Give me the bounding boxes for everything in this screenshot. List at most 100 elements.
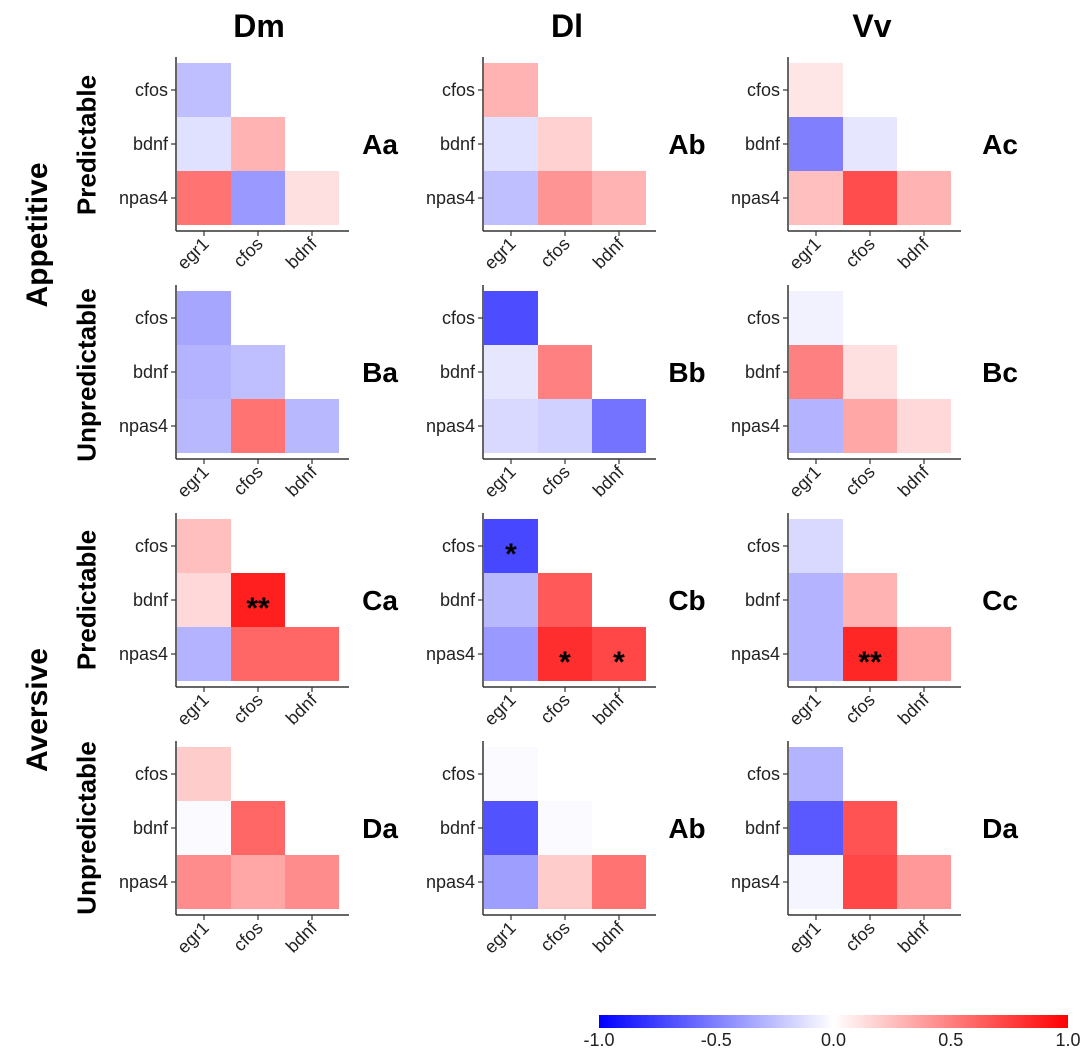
- panel-11-x-tick-label: egr1: [480, 918, 520, 958]
- panel-2-y-tick-label: npas4: [426, 188, 475, 208]
- panel-1-y-tick-label: cfos: [135, 80, 168, 100]
- panel-4-y-tick-label: npas4: [119, 416, 168, 436]
- panel-3-cell: [789, 63, 843, 117]
- colorbar-tick-label: 1.0: [1055, 1030, 1080, 1050]
- panel-9-significance-mark: **: [858, 646, 882, 679]
- panel-9-cell: [789, 573, 843, 627]
- panel-7-cell: [285, 627, 339, 681]
- panel-6-cell: [789, 291, 843, 345]
- panel-2-cell: [538, 117, 592, 171]
- panel-10-x-tick-label: cfos: [229, 918, 266, 955]
- panel-2-cell: [538, 171, 592, 225]
- panel-7-y-tick-label: bdnf: [133, 590, 169, 610]
- panel-1-cell: [177, 63, 231, 117]
- panel-12-x-tick-label: egr1: [785, 918, 825, 958]
- panel-3-y-tick-label: cfos: [747, 80, 780, 100]
- panel-12-cell: [843, 801, 897, 855]
- panel-4-cell: [285, 399, 339, 453]
- panel-7-x-tick-label: egr1: [173, 690, 213, 730]
- colorbar-tick-label: 0.0: [821, 1030, 846, 1050]
- panel-5-label: Bb: [668, 357, 705, 388]
- panel-8-cell: [538, 573, 592, 627]
- panel-11-label: Ab: [668, 813, 705, 844]
- panel-5-cell: [484, 291, 538, 345]
- panel-8-cell: [484, 627, 538, 681]
- panel-2-cell: [592, 171, 646, 225]
- panel-9-cell: [789, 627, 843, 681]
- panel-7-cell: [177, 627, 231, 681]
- panel-6-x-tick-label: bdnf: [894, 461, 934, 501]
- panel-11-cell: [538, 801, 592, 855]
- panel-8-x-tick-label: cfos: [536, 690, 573, 727]
- panel-2-label: Ab: [668, 129, 705, 160]
- panel-6-y-tick-label: bdnf: [745, 362, 781, 382]
- col-title-dm: Dm: [233, 8, 285, 44]
- panel-8-cell: [484, 573, 538, 627]
- panel-11-y-tick-label: cfos: [442, 764, 475, 784]
- panel-1-cell: [285, 171, 339, 225]
- panel-5-x-tick-label: bdnf: [589, 461, 629, 501]
- panel-1-y-tick-label: npas4: [119, 188, 168, 208]
- panel-4-cell: [177, 291, 231, 345]
- panel-4-x-tick-label: egr1: [173, 462, 213, 502]
- panel-8-cell: [484, 519, 538, 573]
- panel-10-x-tick-label: egr1: [173, 918, 213, 958]
- panel-12-cell: [789, 801, 843, 855]
- panel-11-x-tick-label: cfos: [536, 918, 573, 955]
- colorbar-tick-label: -0.5: [701, 1030, 732, 1050]
- panel-8-y-tick-label: npas4: [426, 644, 475, 664]
- panel-1-cell: [231, 171, 285, 225]
- panel-9-y-tick-label: npas4: [731, 644, 780, 664]
- panel-12-x-tick-label: bdnf: [894, 917, 934, 957]
- panel-10-y-tick-label: npas4: [119, 872, 168, 892]
- panel-10-y-tick-label: cfos: [135, 764, 168, 784]
- panel-12-y-tick-label: bdnf: [745, 818, 781, 838]
- panel-7-y-tick-label: npas4: [119, 644, 168, 664]
- panel-8-cell: [538, 627, 592, 681]
- panel-2-y-tick-label: cfos: [442, 80, 475, 100]
- panel-8-label: Cb: [668, 585, 705, 616]
- panel-4-cell: [231, 345, 285, 399]
- panel-1-cell: [231, 117, 285, 171]
- panel-8-cell: [592, 627, 646, 681]
- panel-10-x-tick-label: bdnf: [282, 917, 322, 957]
- panel-7-cell: [231, 573, 285, 627]
- panel-6-cell: [789, 345, 843, 399]
- panel-2-y-tick-label: bdnf: [440, 134, 476, 154]
- panel-7-x-tick-label: cfos: [229, 690, 266, 727]
- panel-1-x-tick-label: egr1: [173, 234, 213, 274]
- panel-3-cell: [789, 171, 843, 225]
- panel-10-y-tick-label: bdnf: [133, 818, 169, 838]
- panel-10-label: Da: [362, 813, 398, 844]
- panel-8-x-tick-label: bdnf: [589, 689, 629, 729]
- panel-7-label: Ca: [362, 585, 398, 616]
- panel-10-cell: [177, 801, 231, 855]
- panel-5-cell: [484, 399, 538, 453]
- col-title-dl: Dl: [551, 8, 583, 44]
- panel-5-x-tick-label: egr1: [480, 462, 520, 502]
- panel-12-y-tick-label: cfos: [747, 764, 780, 784]
- panel-1-y-tick-label: bdnf: [133, 134, 169, 154]
- panel-9-cell: [897, 627, 951, 681]
- panel-12-cell: [789, 855, 843, 909]
- panel-2-x-tick-label: bdnf: [589, 233, 629, 273]
- panel-11-y-tick-label: bdnf: [440, 818, 476, 838]
- panel-1-x-tick-label: cfos: [229, 234, 266, 271]
- panel-8-x-tick-label: egr1: [480, 690, 520, 730]
- panel-6-cell: [789, 399, 843, 453]
- panel-9-cell: [843, 627, 897, 681]
- panel-9-x-tick-label: cfos: [841, 690, 878, 727]
- panel-11-cell: [484, 801, 538, 855]
- panel-5-cell: [538, 345, 592, 399]
- panel-9-y-tick-label: cfos: [747, 536, 780, 556]
- col-title-vv: Vv: [852, 8, 892, 44]
- panel-12-x-tick-label: cfos: [841, 918, 878, 955]
- panel-10-cell: [177, 747, 231, 801]
- panel-4-y-tick-label: cfos: [135, 308, 168, 328]
- panel-9-label: Cc: [982, 585, 1018, 616]
- panel-4-cell: [177, 345, 231, 399]
- panel-7-y-tick-label: cfos: [135, 536, 168, 556]
- colorbar-tick-label: 0.5: [938, 1030, 963, 1050]
- panel-7-cell: [231, 627, 285, 681]
